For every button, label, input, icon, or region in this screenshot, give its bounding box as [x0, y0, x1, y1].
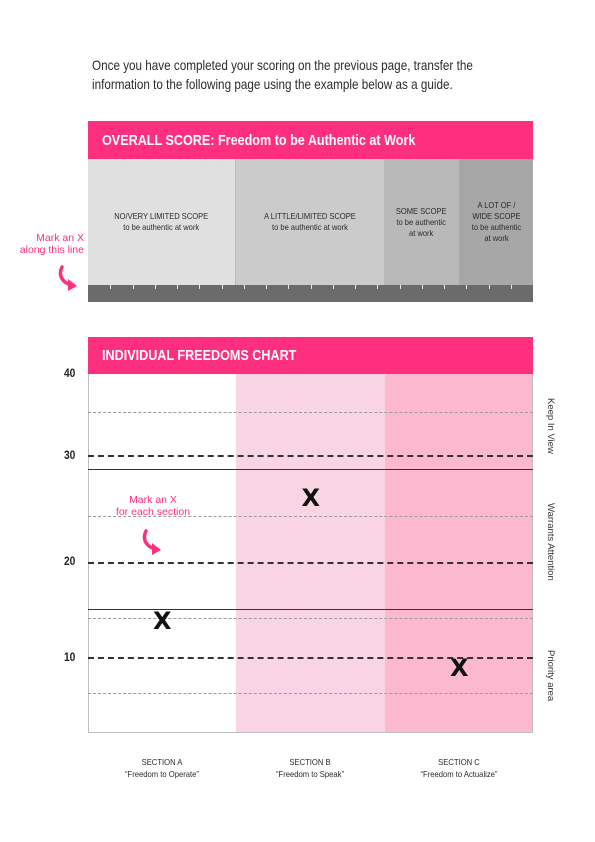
grid-line-minor — [88, 693, 533, 694]
section-subtitle: “Freedom to Actualize” — [420, 769, 498, 779]
ruler-tick — [399, 285, 401, 289]
intro-line-1: Once you have completed your scoring on … — [92, 58, 473, 73]
note-line-1: Mark an X — [129, 494, 177, 506]
section-c-x-mark[interactable]: X — [450, 654, 469, 683]
ruler-tick — [444, 285, 445, 289]
zone-divider-keep-in-view — [88, 469, 533, 470]
grid-line-minor — [88, 618, 533, 619]
individual-freedoms-header: INDIVIDUAL FREEDOMS CHART — [88, 337, 533, 374]
band-some-scope: SOME SCOPE to be authentic at work — [385, 159, 459, 285]
grid-line-20 — [88, 562, 533, 564]
chart-bottom-border — [88, 732, 533, 733]
zone-label-priority-area: Priority area — [545, 650, 556, 702]
ruler-tick — [488, 285, 490, 289]
section-a-label: SECTION A “Freedom to Operate” — [87, 756, 237, 780]
ruler-tick — [177, 285, 178, 289]
band-label: NO/VERY LIMITED SCOPE to be authentic at… — [114, 211, 209, 232]
ruler-tick — [510, 285, 512, 289]
band-label: A LITTLE/LIMITED SCOPE to be authentic a… — [264, 211, 356, 232]
section-c-column — [385, 374, 533, 733]
y-tick-10: 10 — [64, 650, 76, 664]
grid-line-minor — [88, 412, 533, 413]
section-name: SECTION A — [141, 757, 183, 767]
ruler-tick — [377, 285, 379, 289]
section-subtitle: “Freedom to Speak” — [275, 769, 345, 779]
chart-right-border — [532, 374, 533, 733]
y-tick-20: 20 — [64, 554, 76, 568]
section-b-label: SECTION B “Freedom to Speak” — [235, 756, 385, 780]
curved-arrow-icon — [58, 265, 77, 291]
band-label: A LOT OF / WIDE SCOPE to be authentic at… — [471, 200, 521, 243]
section-name: SECTION C — [438, 757, 480, 767]
band-wide-scope: A LOT OF / WIDE SCOPE to be authentic at… — [459, 159, 533, 285]
section-name: SECTION B — [289, 757, 331, 767]
section-b-x-mark[interactable]: X — [301, 483, 321, 512]
ruler-tick — [421, 285, 423, 289]
zone-label-keep-in-view: Keep In View — [545, 398, 556, 454]
y-tick-40: 40 — [64, 366, 76, 380]
ruler-tick — [132, 285, 134, 289]
ruler-tick — [266, 285, 267, 289]
intro-text: Once you have completed your scoring on … — [92, 56, 473, 94]
section-a-column — [88, 374, 236, 733]
overall-mark-note: Mark an X along this line — [4, 232, 84, 256]
score-ruler[interactable] — [88, 285, 533, 302]
zone-divider-warrants-attention — [88, 609, 533, 610]
section-b-column — [236, 374, 385, 733]
ruler-tick — [310, 285, 312, 289]
section-mark-note: Mark an X for each section — [108, 494, 198, 518]
section-c-label: SECTION C “Freedom to Actualize” — [384, 756, 534, 780]
ruler-tick — [221, 285, 223, 289]
note-line-2: along this line — [19, 244, 84, 256]
overall-score-header: OVERALL SCORE: Freedom to be Authentic a… — [88, 121, 533, 159]
band-little-limited-scope: A LITTLE/LIMITED SCOPE to be authentic a… — [236, 159, 385, 285]
ruler-tick — [466, 285, 468, 289]
individual-freedoms-title: INDIVIDUAL FREEDOMS CHART — [102, 347, 297, 364]
zone-label-warrants-attention: Warrants Attention — [545, 503, 556, 581]
grid-line-minor — [88, 516, 533, 517]
ruler-tick — [288, 285, 290, 289]
band-label: SOME SCOPE to be authentic at work — [396, 205, 447, 238]
curved-arrow-icon — [142, 529, 161, 555]
ruler-tick — [332, 285, 334, 289]
ruler-tick — [355, 285, 356, 289]
overall-score-title: OVERALL SCORE: Freedom to be Authentic a… — [102, 131, 416, 149]
section-a-x-mark[interactable]: X — [153, 606, 172, 635]
grid-line-10 — [88, 657, 533, 659]
intro-line-2: information to the following page using … — [92, 77, 453, 92]
ruler-tick — [154, 285, 156, 289]
note-line-1: Mark an X — [36, 232, 84, 244]
grid-line-30 — [88, 455, 533, 457]
note-line-2: for each section — [115, 506, 191, 518]
section-subtitle: “Freedom to Operate” — [125, 769, 199, 779]
y-tick-30: 30 — [64, 448, 76, 462]
ruler-tick — [199, 285, 201, 289]
band-no-limited-scope: NO/VERY LIMITED SCOPE to be authentic at… — [88, 159, 236, 285]
ruler-tick — [110, 285, 112, 289]
chart-left-border — [88, 374, 89, 733]
ruler-tick — [243, 285, 245, 289]
